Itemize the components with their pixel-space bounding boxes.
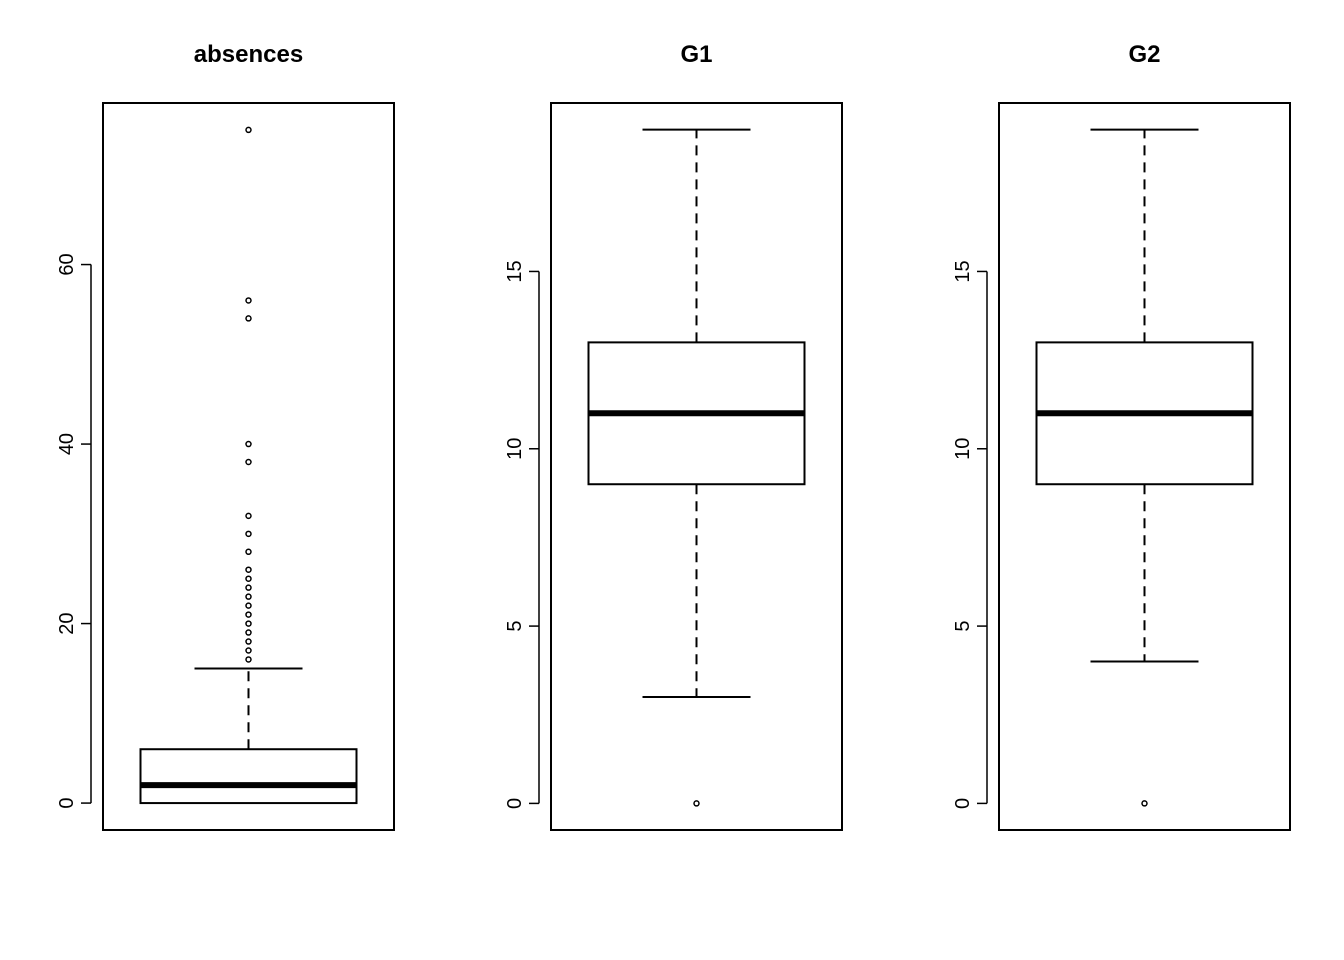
y-tick-label: 0 bbox=[952, 798, 974, 809]
outlier-point bbox=[245, 647, 252, 654]
outlier-point bbox=[245, 126, 252, 134]
outlier-point bbox=[245, 440, 252, 448]
outlier-point bbox=[245, 629, 252, 636]
outlier-point bbox=[245, 593, 252, 600]
outlier-point bbox=[245, 530, 252, 538]
iqr-box bbox=[139, 748, 358, 805]
y-tick-label: 15 bbox=[504, 260, 526, 282]
plot-frame bbox=[102, 102, 395, 831]
y-tick-label: 0 bbox=[504, 798, 526, 809]
panel-title: absences bbox=[194, 41, 303, 68]
outlier-point bbox=[245, 566, 252, 573]
outlier-point bbox=[245, 620, 252, 627]
outlier-point bbox=[245, 512, 252, 520]
plot-frame bbox=[998, 102, 1291, 831]
outlier-point bbox=[245, 602, 252, 609]
y-tick-label: 0 bbox=[56, 798, 78, 809]
y-tick-label: 15 bbox=[952, 260, 974, 282]
y-tick-label: 5 bbox=[952, 621, 974, 632]
panel-title: G1 bbox=[680, 41, 712, 68]
outlier-point bbox=[245, 315, 252, 322]
y-tick-label: 5 bbox=[504, 621, 526, 632]
outlier-point bbox=[245, 297, 252, 304]
y-tick-label: 60 bbox=[56, 253, 78, 275]
outlier-point bbox=[245, 638, 252, 645]
outlier-point bbox=[245, 575, 252, 582]
y-tick-label: 20 bbox=[56, 612, 78, 634]
outlier-point bbox=[245, 458, 252, 466]
y-tick-label: 10 bbox=[952, 438, 974, 460]
outlier-point bbox=[245, 656, 252, 663]
outlier-point bbox=[245, 584, 252, 591]
panel-title: G2 bbox=[1128, 41, 1160, 68]
outlier-point bbox=[245, 611, 252, 618]
outlier-point bbox=[1141, 800, 1148, 807]
outlier-point bbox=[245, 548, 252, 556]
y-tick-label: 10 bbox=[504, 438, 526, 460]
y-tick-label: 40 bbox=[56, 433, 78, 455]
outlier-point bbox=[693, 800, 700, 807]
plot-frame bbox=[550, 102, 843, 831]
